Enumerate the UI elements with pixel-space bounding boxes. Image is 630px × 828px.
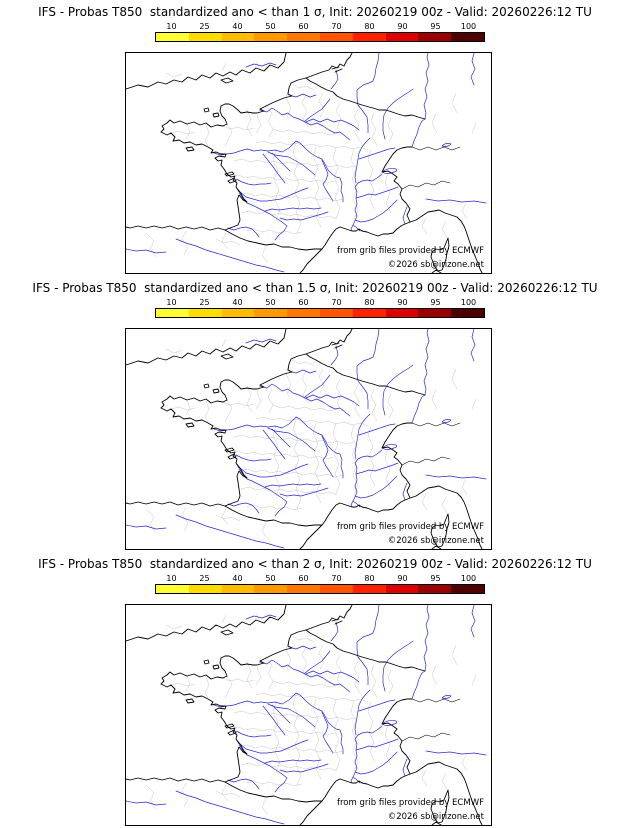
france-map-svg (126, 53, 487, 273)
colorbar-gradient (155, 308, 485, 318)
colorbar-segment (451, 585, 484, 593)
attribution-copyright: ©2026 sb@irizone.net (387, 260, 484, 270)
colorbar-segment (221, 309, 255, 317)
colorbar-tick-label: 25 (199, 22, 210, 31)
colorbar-segment (221, 33, 255, 41)
colorbar-tick-label: 25 (199, 574, 210, 583)
colorbar-segment (352, 309, 386, 317)
colorbar-tick-label: 40 (232, 22, 243, 31)
colorbar-segment (287, 309, 320, 317)
colorbar-segment (418, 309, 452, 317)
colorbar-tick-label: 90 (397, 574, 408, 583)
colorbar-tick-label: 100 (460, 22, 477, 31)
france-map-svg (126, 329, 487, 549)
colorbar-gradient (155, 584, 485, 594)
colorbar-segment (385, 585, 419, 593)
colorbar-tick-label: 50 (265, 298, 276, 307)
colorbar-segment (221, 585, 255, 593)
map-france: from grib files provided by ECMWF ©2026 … (125, 52, 492, 274)
colorbar-tick-label: 70 (331, 298, 342, 307)
colorbar-tick-label: 95 (430, 574, 441, 583)
colorbar-tick-label: 10 (166, 22, 177, 31)
panel-title: IFS - Probas T850 standardized ano < tha… (32, 281, 598, 295)
colorbar-segment (352, 585, 386, 593)
colorbar: 10 25 40 50 60 70 80 90 95 100 (155, 298, 485, 318)
colorbar-segment (188, 309, 222, 317)
colorbar-segment (319, 309, 353, 317)
colorbar-tick-label: 50 (265, 574, 276, 583)
colorbar-tick-label: 80 (364, 574, 375, 583)
colorbar-tick-label: 95 (430, 298, 441, 307)
panel-sigma-1-5: IFS - Probas T850 standardized ano < tha… (0, 276, 630, 552)
panel-title: IFS - Probas T850 standardized ano < tha… (38, 557, 592, 571)
panel-title: IFS - Probas T850 standardized ano < tha… (38, 5, 592, 19)
colorbar-segment (287, 585, 320, 593)
colorbar-segment (188, 585, 222, 593)
panel-sigma-2: IFS - Probas T850 standardized ano < tha… (0, 552, 630, 828)
colorbar-gradient (155, 32, 485, 42)
colorbar-segment (156, 309, 189, 317)
colorbar-segment (156, 585, 189, 593)
colorbar-ticks: 10 25 40 50 60 70 80 90 95 100 (155, 298, 485, 308)
colorbar-tick-label: 60 (298, 298, 309, 307)
colorbar-tick-label: 60 (298, 574, 309, 583)
colorbar-segment (418, 33, 452, 41)
colorbar-tick-label: 90 (397, 298, 408, 307)
colorbar-segment (254, 585, 288, 593)
colorbar-tick-label: 95 (430, 22, 441, 31)
colorbar-tick-label: 60 (298, 22, 309, 31)
colorbar-segment (385, 33, 419, 41)
colorbar-segment (352, 33, 386, 41)
colorbar-tick-label: 70 (331, 574, 342, 583)
colorbar-tick-label: 10 (166, 574, 177, 583)
attribution-copyright: ©2026 sb@irizone.net (387, 812, 484, 822)
colorbar-segment (254, 309, 288, 317)
colorbar-tick-label: 80 (364, 298, 375, 307)
colorbar-segment (188, 33, 222, 41)
map-france: from grib files provided by ECMWF ©2026 … (125, 604, 492, 826)
attribution-copyright: ©2026 sb@irizone.net (387, 536, 484, 546)
colorbar-tick-label: 80 (364, 22, 375, 31)
colorbar-segment (156, 33, 189, 41)
colorbar-segment (319, 33, 353, 41)
map-france: from grib files provided by ECMWF ©2026 … (125, 328, 492, 550)
colorbar-segment (319, 585, 353, 593)
colorbar: 10 25 40 50 60 70 80 90 95 100 (155, 22, 485, 42)
colorbar-segment (451, 33, 484, 41)
colorbar-segment (254, 33, 288, 41)
attribution-source: from grib files provided by ECMWF (337, 798, 484, 808)
attribution-source: from grib files provided by ECMWF (337, 522, 484, 532)
colorbar-segment (287, 33, 320, 41)
france-map-svg (126, 605, 487, 825)
colorbar-tick-label: 70 (331, 22, 342, 31)
colorbar-ticks: 10 25 40 50 60 70 80 90 95 100 (155, 22, 485, 32)
colorbar-segment (418, 585, 452, 593)
colorbar-tick-label: 10 (166, 298, 177, 307)
colorbar-tick-label: 90 (397, 22, 408, 31)
attribution-source: from grib files provided by ECMWF (337, 246, 484, 256)
colorbar-tick-label: 40 (232, 574, 243, 583)
colorbar-tick-label: 40 (232, 298, 243, 307)
colorbar-tick-label: 25 (199, 298, 210, 307)
panel-sigma-1: IFS - Probas T850 standardized ano < tha… (0, 0, 630, 276)
colorbar-tick-label: 50 (265, 22, 276, 31)
colorbar-ticks: 10 25 40 50 60 70 80 90 95 100 (155, 574, 485, 584)
colorbar-segment (451, 309, 484, 317)
colorbar: 10 25 40 50 60 70 80 90 95 100 (155, 574, 485, 594)
colorbar-segment (385, 309, 419, 317)
colorbar-tick-label: 100 (460, 574, 477, 583)
colorbar-tick-label: 100 (460, 298, 477, 307)
